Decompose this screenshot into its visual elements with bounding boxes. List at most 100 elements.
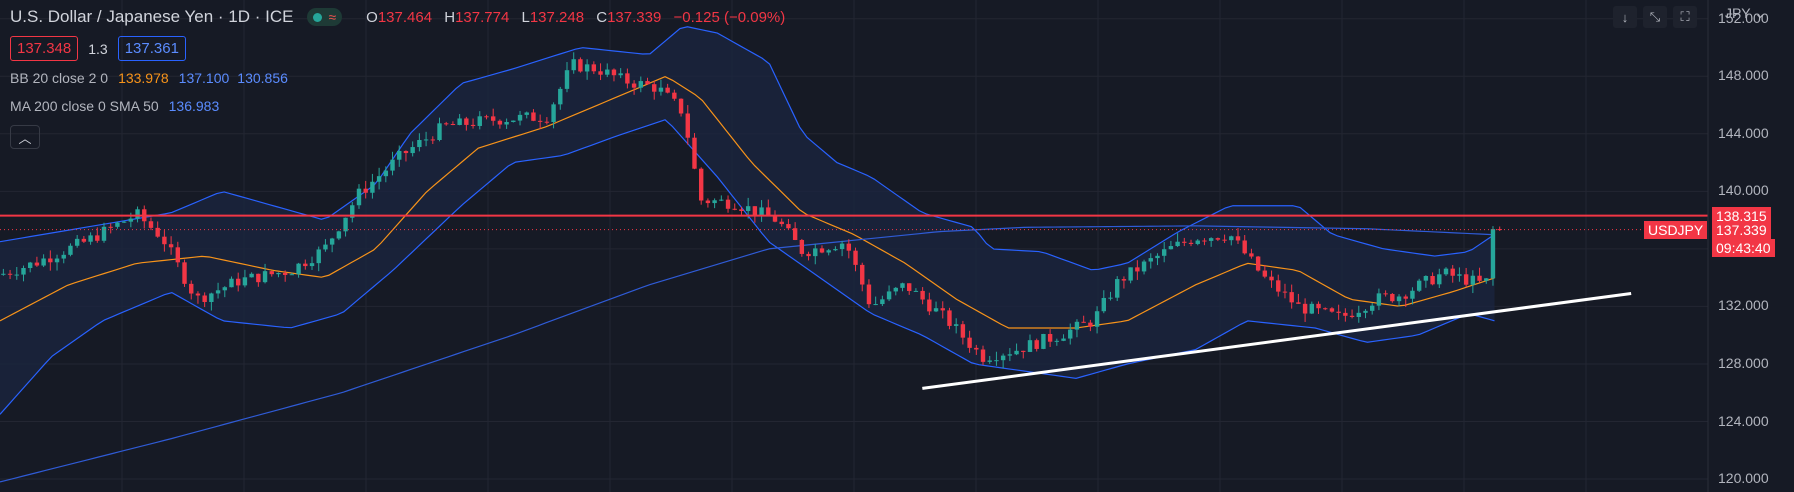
candle-body xyxy=(558,88,563,105)
candle-body xyxy=(611,69,617,76)
candle-body xyxy=(1155,255,1160,259)
last-price-label: 137.339 xyxy=(1712,220,1771,239)
candle-body xyxy=(833,249,838,251)
candle-body xyxy=(1101,297,1106,312)
candle-body xyxy=(101,226,107,241)
candle-body xyxy=(376,176,382,182)
ma-name: MA 200 close 0 SMA 50 xyxy=(10,98,159,114)
candle-body xyxy=(423,139,429,141)
candle-body xyxy=(1296,302,1301,304)
candle-body xyxy=(444,123,449,125)
candle-body xyxy=(504,121,509,125)
collapse-legend-button[interactable]: ︿ xyxy=(10,125,40,149)
candle-body xyxy=(940,308,945,311)
bb-name: BB 20 close 2 0 xyxy=(10,70,109,86)
candle-body xyxy=(960,324,966,338)
candle-body xyxy=(658,87,664,92)
candle-body xyxy=(1021,350,1026,352)
candle-body xyxy=(933,308,939,312)
candle-body xyxy=(1000,355,1006,361)
candle-body xyxy=(289,274,295,276)
candle-body xyxy=(1323,308,1328,310)
candle-body xyxy=(121,221,127,223)
candle-body xyxy=(1229,236,1234,241)
candle-body xyxy=(477,116,482,126)
candle-body xyxy=(1289,292,1294,303)
candle-body xyxy=(524,112,529,115)
fullscreen-button[interactable]: ⛶ xyxy=(1673,6,1697,28)
candle-body xyxy=(1061,338,1066,341)
candle-body xyxy=(705,200,711,204)
candle-body xyxy=(21,268,26,275)
candle-body xyxy=(1148,258,1153,262)
candle-body xyxy=(269,271,274,275)
symbol-title[interactable]: U.S. Dollar / Japanese Yen · 1D · ICE xyxy=(10,7,294,26)
chart-legend: U.S. Dollar / Japanese Yen · 1D · ICE ≈ … xyxy=(10,6,785,149)
candle-body xyxy=(813,248,818,257)
candle-body xyxy=(168,244,174,248)
candle-body xyxy=(826,250,831,253)
candle-body xyxy=(927,299,932,312)
candle-body xyxy=(766,207,771,216)
candle-body xyxy=(1108,297,1113,299)
candle-body xyxy=(511,120,516,122)
candle-body xyxy=(860,264,865,285)
fullscreen-icon: ⛶ xyxy=(1680,9,1690,24)
candle-body xyxy=(967,337,972,348)
ma-indicator-legend[interactable]: MA 200 close 0 SMA 50 136.983 xyxy=(10,95,785,117)
arrow-down-button[interactable]: ↓ xyxy=(1613,6,1637,28)
candle-body xyxy=(1182,241,1187,243)
candle-body xyxy=(61,254,66,259)
candle-body xyxy=(853,250,858,265)
market-open-dot-icon xyxy=(313,12,323,22)
candle-body xyxy=(645,81,650,85)
market-status-pill[interactable]: ≈ xyxy=(307,8,343,26)
candle-body xyxy=(34,262,40,266)
candle-body xyxy=(1215,238,1221,240)
price-axis-tick-label: 120.000 xyxy=(1718,470,1769,487)
collapse-panes-button[interactable]: ⤡ xyxy=(1643,6,1667,28)
candle-body xyxy=(1349,315,1355,317)
candle-body xyxy=(605,69,610,75)
candle-body xyxy=(1390,294,1395,302)
candle-body xyxy=(1255,256,1261,271)
candle-body xyxy=(1047,333,1053,342)
candle-body xyxy=(618,73,623,76)
candle-body xyxy=(692,137,697,169)
candle-body xyxy=(1222,239,1227,241)
candle-body xyxy=(222,287,227,291)
candle-body xyxy=(725,199,731,209)
candle-body xyxy=(631,83,637,88)
chevron-up-icon: ︿ xyxy=(18,130,32,146)
candle-body xyxy=(1363,310,1368,313)
candle-body xyxy=(994,360,999,362)
candle-body xyxy=(27,262,33,269)
candle-body xyxy=(1437,274,1442,285)
price-axis-tick-label: 152.000 xyxy=(1718,9,1769,26)
candle-body xyxy=(54,258,60,263)
candle-body xyxy=(1430,276,1435,285)
sell-button[interactable]: 137.348 xyxy=(10,36,79,61)
candle-body xyxy=(1262,270,1268,277)
currency-selector[interactable]: JPY ⌄ xyxy=(1724,5,1766,21)
bb-indicator-legend[interactable]: BB 20 close 2 0 133.978 137.100 130.856 xyxy=(10,67,785,89)
candle-body xyxy=(390,159,395,171)
trend-line xyxy=(922,291,1632,390)
high-value: 137.774 xyxy=(455,8,510,26)
candle-body xyxy=(732,208,737,210)
candle-body xyxy=(497,120,503,125)
bar-countdown-label: 09:43:40 xyxy=(1712,238,1775,257)
candle-body xyxy=(685,113,690,138)
candle-body xyxy=(256,273,261,283)
buy-button[interactable]: 137.361 xyxy=(117,36,186,61)
candle-body xyxy=(81,238,87,242)
spread-value: 1.3 xyxy=(88,40,108,57)
candle-body xyxy=(148,221,154,228)
candle-body xyxy=(1041,333,1046,349)
candle-body xyxy=(537,120,543,122)
price-axis-tick-label: 148.000 xyxy=(1718,67,1769,84)
candle-body xyxy=(1463,274,1469,285)
candle-body xyxy=(1094,311,1100,327)
candle-body xyxy=(947,310,952,326)
